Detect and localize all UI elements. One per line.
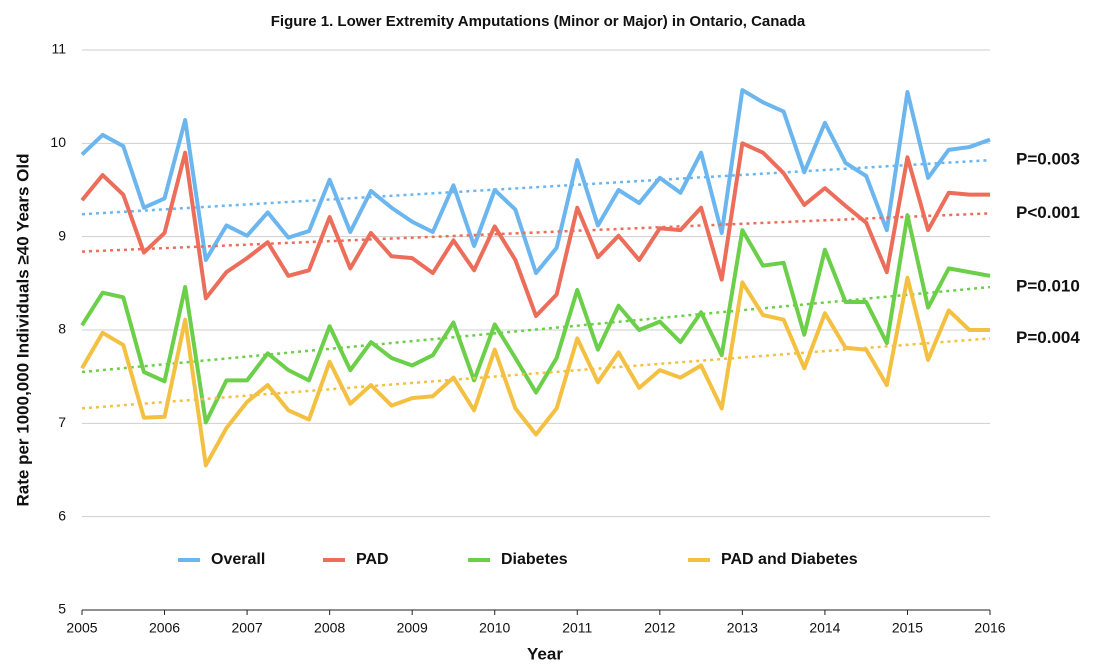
legend-label: Overall [211, 551, 265, 568]
chart-title: Figure 1. Lower Extremity Amputations (M… [271, 13, 806, 30]
x-axis-title: Year [527, 644, 563, 663]
legend-label: PAD [356, 551, 389, 568]
x-tick-label: 2005 [66, 620, 97, 636]
x-tick-label: 2010 [479, 620, 510, 636]
series-line [80, 141, 990, 318]
x-tick-label: 2016 [974, 620, 1005, 636]
y-tick-label: 6 [58, 507, 66, 523]
trend-line [81, 285, 991, 374]
y-tick-label: 9 [58, 227, 66, 243]
x-tick-label: 2008 [314, 620, 345, 636]
series-line [80, 275, 990, 468]
x-tick-label: 2013 [727, 620, 758, 636]
p-value-label: P=0.010 [1016, 277, 1080, 296]
x-tick-label: 2015 [892, 620, 923, 636]
y-tick-label: 11 [51, 41, 66, 57]
trend-line [81, 158, 991, 216]
y-tick-label: 7 [58, 414, 66, 430]
p-value-label: P<0.001 [1016, 203, 1080, 222]
p-value-label: P=0.004 [1016, 328, 1080, 347]
y-tick-label: 5 [58, 601, 66, 617]
p-value-label: P=0.003 [1016, 150, 1080, 169]
trend-line [81, 212, 991, 253]
x-tick-label: 2009 [397, 620, 428, 636]
x-tick-label: 2007 [232, 620, 263, 636]
x-tick-label: 2011 [562, 620, 592, 636]
x-tick-label: 2006 [149, 620, 180, 636]
y-axis-title: Rate per 1000,000 Individuals ≥40 Years … [13, 154, 32, 507]
series-line [80, 213, 991, 425]
x-tick-label: 2014 [809, 620, 840, 636]
legend-label: Diabetes [501, 551, 568, 568]
x-tick-label: 2012 [644, 620, 675, 636]
legend-label: PAD and Diabetes [721, 551, 858, 568]
y-tick-label: 10 [50, 134, 66, 150]
y-tick-label: 8 [58, 321, 66, 337]
series-line [80, 88, 991, 276]
trend-line [81, 337, 991, 410]
